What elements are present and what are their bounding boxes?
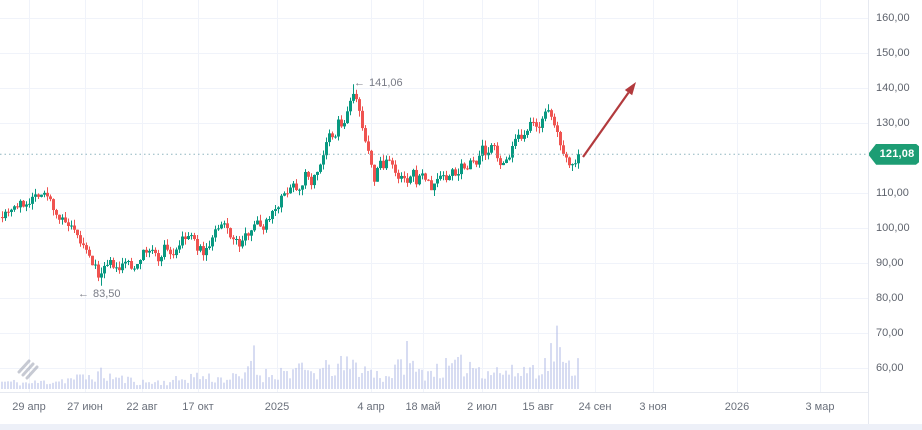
time-tick-label: 2026 xyxy=(724,401,750,413)
high-price-label: 141,06 xyxy=(369,77,403,90)
volume-bars xyxy=(1,325,579,389)
time-tick-label: 4 апр xyxy=(357,401,385,413)
low-price-annotation: ← 83,50 xyxy=(78,288,121,300)
price-tick-label: 80,00 xyxy=(876,292,904,304)
left-arrow-icon: ← xyxy=(78,287,89,300)
time-tick-label: 17 окт xyxy=(182,401,214,413)
time-tick-label: 3 мар xyxy=(805,401,835,413)
price-tick-label: 90,00 xyxy=(876,257,904,269)
price-tick-label: 100,00 xyxy=(876,222,910,234)
price-tick-label: 160,00 xyxy=(876,12,910,24)
time-tick-label: 2 июл xyxy=(467,401,497,413)
time-tick-label: 18 май xyxy=(405,401,441,413)
price-axis-separator xyxy=(868,0,869,424)
price-tick-label: 150,00 xyxy=(876,47,910,59)
time-tick-label: 3 ноя xyxy=(639,401,667,413)
time-tick-label: 29 апр xyxy=(12,401,46,413)
grid-lines xyxy=(0,0,868,392)
time-axis-separator xyxy=(0,392,868,393)
time-tick-label: 15 авг xyxy=(522,401,554,413)
price-tick-label: 130,00 xyxy=(876,117,910,129)
time-tick-label: 22 авг xyxy=(126,401,158,413)
trend-arrow-drawing[interactable] xyxy=(582,82,636,158)
time-tick-label: 24 сен xyxy=(578,401,612,413)
high-price-annotation: ← 141,06 xyxy=(354,77,403,89)
time-tick-label: 27 июн xyxy=(67,401,103,413)
price-tick-label: 140,00 xyxy=(876,82,910,94)
left-arrow-icon: ← xyxy=(354,77,365,90)
time-tick-label: 2025 xyxy=(264,401,290,413)
bottom-edge-strip xyxy=(0,424,922,430)
broker-logo-watermark xyxy=(17,359,39,380)
candles-layer xyxy=(1,84,580,286)
price-tick-label: 110,00 xyxy=(876,187,909,199)
last-price-badge: 121,08 xyxy=(868,143,919,165)
low-price-label: 83,50 xyxy=(93,287,121,300)
price-tick-label: 70,00 xyxy=(876,327,904,339)
price-tick-label: 60,00 xyxy=(876,362,904,374)
